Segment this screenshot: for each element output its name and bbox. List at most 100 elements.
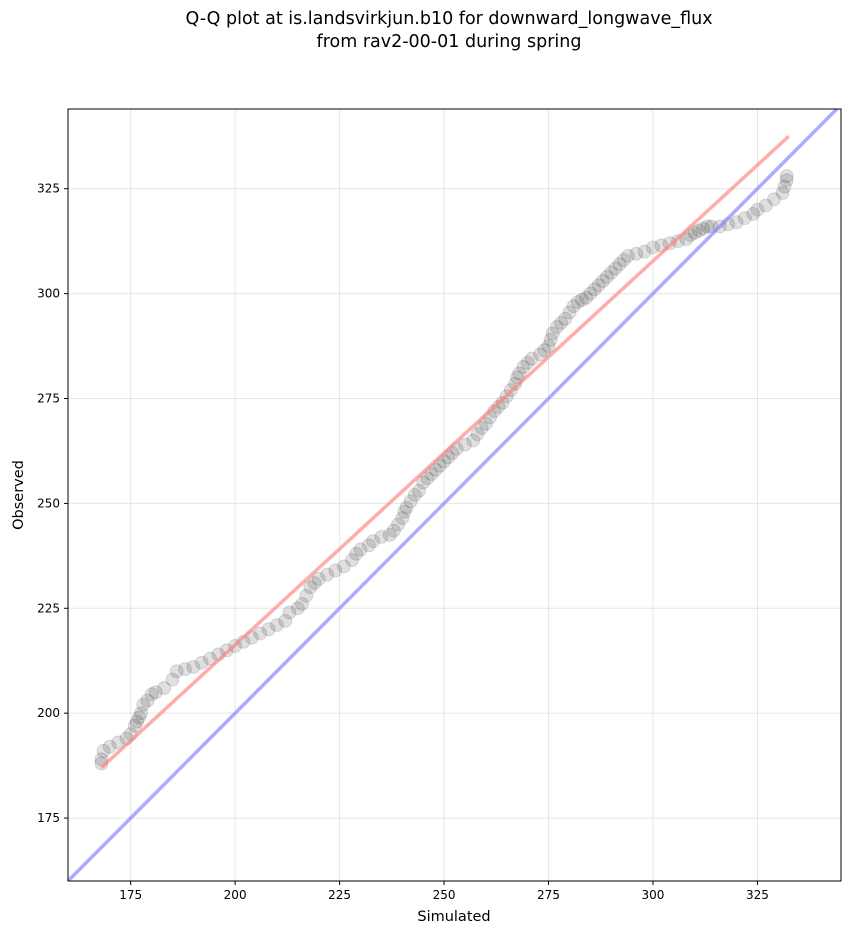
scatter-point	[729, 215, 744, 230]
scatter-point	[554, 315, 569, 330]
scatter-point	[411, 483, 426, 498]
scatter-point	[269, 618, 284, 633]
scatter-point	[148, 685, 163, 700]
y-tick-label: 325	[37, 182, 60, 196]
scatter-point	[194, 655, 209, 670]
plot-area	[68, 109, 840, 881]
scatter-point	[253, 626, 268, 641]
chart-title: Q-Q plot at is.landsvirkjun.b10 for down…	[185, 9, 712, 29]
scatter-point	[349, 546, 364, 561]
scatter-point	[645, 240, 660, 255]
scatter-point	[311, 571, 326, 586]
scatter-point	[562, 305, 577, 320]
scatter-point	[533, 347, 548, 362]
scatter-point	[102, 739, 117, 754]
scatter-point	[524, 351, 539, 366]
scatter-point	[595, 274, 610, 289]
scatter-point	[537, 343, 552, 358]
scatter-point	[399, 500, 414, 515]
scatter-point	[134, 706, 149, 721]
scatter-point	[127, 718, 142, 733]
scatter-point	[545, 326, 560, 341]
scatter-point	[129, 714, 144, 729]
scatter-point	[299, 588, 314, 603]
scatter-point	[520, 355, 535, 370]
scatter-point	[307, 576, 322, 591]
scatter-point	[495, 395, 510, 410]
scatter-point	[157, 681, 172, 695]
scatter-point	[574, 292, 589, 307]
scatter-point	[583, 286, 598, 301]
scatter-point	[549, 320, 564, 335]
scatter-point	[604, 265, 619, 280]
scatter-point	[397, 504, 412, 519]
scatter-point	[428, 462, 443, 477]
scatter-point	[416, 475, 431, 490]
scatter-point	[637, 244, 652, 259]
chart-subtitle: from rav2-00-01 during spring	[317, 32, 582, 52]
scatter-point	[403, 494, 418, 509]
x-axis-label: Simulated	[417, 909, 490, 925]
scatter-point	[169, 664, 184, 679]
scatter-point	[570, 295, 585, 309]
scatter-point	[353, 542, 368, 557]
scatter-point	[374, 529, 389, 544]
scatter-point	[767, 192, 782, 207]
fit-line	[100, 134, 790, 770]
y-tick-label: 225	[37, 601, 60, 615]
scatter-point	[616, 253, 631, 268]
scatter-point	[320, 567, 335, 582]
scatter-point	[543, 332, 558, 347]
scatter-point	[136, 697, 151, 712]
scatter-point	[474, 420, 489, 435]
scatter-point	[629, 246, 644, 261]
y-tick-label: 250	[37, 496, 60, 510]
scatter-point	[345, 553, 360, 568]
scatter-point	[620, 248, 635, 263]
scatter-point	[700, 219, 715, 234]
y-tick-label: 200	[37, 706, 60, 720]
scatter-point	[591, 278, 606, 293]
scatter-point	[278, 613, 293, 628]
scatter-point	[177, 662, 192, 677]
scatter-point	[608, 261, 623, 276]
x-tick-label: 275	[537, 888, 560, 902]
scatter-point	[691, 223, 706, 238]
y-tick-label: 300	[37, 287, 60, 301]
scatter-point	[96, 743, 111, 758]
scatter-point	[612, 257, 627, 272]
scatter-point	[696, 221, 711, 236]
scatter-point	[261, 622, 276, 637]
axes-frame	[67, 108, 842, 882]
y-axis-ticks: 175 200 225 250 275 300 325	[37, 182, 68, 825]
scatter-point	[516, 360, 531, 375]
scatter-point	[366, 534, 381, 549]
scatter-point	[328, 563, 343, 578]
scatter-point	[186, 660, 201, 675]
scatter-point	[111, 735, 126, 750]
x-tick-label: 200	[224, 888, 247, 902]
x-tick-label: 225	[328, 888, 351, 902]
scatter-point	[382, 527, 397, 542]
y-tick-label: 175	[37, 811, 60, 825]
scatter-point	[395, 511, 410, 526]
x-tick-label: 300	[642, 888, 665, 902]
scatter-point	[457, 437, 472, 452]
scatter-point	[282, 605, 297, 620]
grid-lines	[68, 109, 841, 881]
scatter-point	[758, 198, 773, 213]
scatter-point	[687, 225, 702, 240]
scatter-point	[290, 601, 305, 616]
x-tick-label: 250	[433, 888, 456, 902]
scatter-point	[144, 687, 159, 702]
scatter-point	[391, 517, 406, 532]
x-tick-label: 325	[746, 888, 769, 902]
x-tick-label: 175	[119, 888, 142, 902]
scatter-point	[336, 559, 351, 574]
scatter-point	[140, 693, 155, 708]
scatter-point	[777, 179, 792, 194]
scatter-point	[478, 416, 493, 431]
x-axis-ticks: 175 200 225 250 275 300 325	[119, 881, 769, 902]
scatter-point	[600, 269, 615, 284]
